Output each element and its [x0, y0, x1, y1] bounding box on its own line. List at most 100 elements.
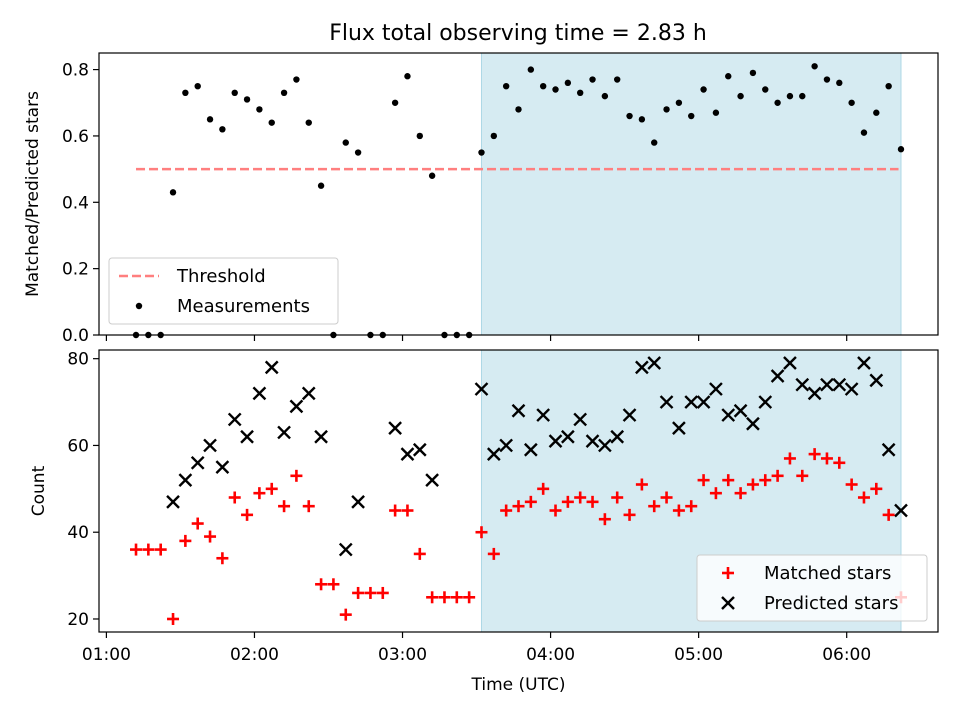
matched-star-marker: [327, 578, 340, 591]
matched-star-marker: [364, 586, 377, 599]
measurement-point: [478, 149, 485, 156]
matched-star-marker: [154, 543, 167, 556]
predicted-star-marker: [881, 442, 896, 457]
predicted-star-marker: [647, 356, 662, 370]
x-axis-label: Time (UTC): [471, 675, 566, 695]
y-tick-label: 0.4: [62, 193, 89, 213]
y-tick-label: 0.2: [62, 260, 89, 280]
predicted-star-marker: [783, 356, 797, 370]
measurement-point: [194, 82, 201, 90]
predicted-star-marker: [190, 455, 205, 470]
predicted-star-marker: [301, 386, 316, 401]
bottom-legend: Matched stars Predicted stars: [696, 554, 928, 622]
measurement-point: [391, 99, 399, 106]
measurement-point: [182, 89, 189, 97]
matched-star-marker: [500, 504, 513, 517]
matched-star-marker: [771, 469, 784, 482]
matched-star-marker: [426, 591, 439, 604]
y-tick-label: 0.8: [62, 61, 89, 81]
predicted-star-marker: [672, 421, 686, 435]
matched-star-marker: [537, 482, 550, 495]
y-tick-label: 60: [67, 436, 89, 456]
matched-star-marker: [376, 586, 389, 599]
predicted-star-marker: [277, 425, 291, 440]
matched-star-marker: [574, 491, 587, 504]
predicted-star-marker: [561, 429, 575, 444]
matched-star-marker: [734, 487, 747, 500]
matched-star-marker: [598, 513, 611, 526]
legend-matched-swatch: [722, 567, 734, 579]
matched-star-marker: [722, 474, 735, 487]
measurement-points: [132, 63, 905, 339]
predicted-star-marker: [573, 412, 588, 427]
measurement-point: [811, 63, 818, 70]
predicted-star-marker: [400, 447, 415, 461]
matched-star-marker: [475, 526, 488, 539]
predicted-star-marker: [659, 395, 674, 409]
matched-star-marker: [278, 500, 291, 513]
predicted-star-marker: [585, 434, 600, 448]
y-tick-label: 80: [67, 350, 89, 370]
matched-star-marker: [463, 591, 476, 604]
predicted-star-marker: [511, 403, 526, 418]
matched-star-marker: [549, 504, 562, 517]
matched-star-marker: [660, 491, 673, 504]
predicted-star-marker: [894, 503, 908, 518]
matched-star-marker: [450, 591, 463, 604]
measurement-point: [305, 119, 312, 126]
matched-star-marker: [796, 469, 809, 482]
measurement-point: [897, 146, 905, 153]
matched-star-marker: [401, 504, 414, 517]
measurement-point: [317, 182, 325, 189]
measurement-point: [243, 96, 251, 103]
matched-star-marker: [290, 469, 303, 482]
predicted-star-marker: [227, 412, 242, 427]
bottom-axes-frame: [98, 349, 939, 633]
predicted-star-marker: [696, 395, 711, 409]
measurement-point: [206, 116, 214, 123]
matched-star-marker: [167, 612, 180, 625]
measurement-point: [293, 76, 300, 83]
predicted-star-marker: [733, 403, 748, 418]
top-legend-box: [108, 257, 339, 325]
measurement-point: [700, 86, 707, 93]
x-tick-label: 06:00: [822, 645, 871, 665]
matched-star-marker: [783, 452, 796, 465]
matched-star-marker: [746, 478, 759, 491]
matched-star-marker: [315, 578, 328, 591]
predicted-star-marker: [166, 494, 180, 509]
measurement-point: [774, 99, 781, 106]
figure-title: Flux total observing time = 2.83 h: [329, 21, 707, 46]
y-tick-label: 0.6: [62, 127, 89, 147]
measurement-point: [601, 92, 609, 100]
measurement-point: [527, 66, 535, 73]
x-axis: 01:00 02:00 03:00 04:00 05:00 06:00: [82, 632, 871, 665]
measurement-point: [219, 126, 226, 133]
predicted-star-marker: [264, 360, 279, 375]
measurement-point: [539, 82, 547, 90]
matched-star-marker: [870, 482, 883, 495]
bottom-legend-box: [696, 554, 928, 622]
legend-matched-label: Matched stars: [764, 563, 891, 584]
measurement-point: [354, 149, 362, 156]
matched-star-marker: [179, 534, 192, 547]
legend-measurements-label: Measurements: [177, 296, 310, 317]
x-tick-label: 05:00: [674, 645, 723, 665]
predicted-star-marker: [746, 416, 760, 431]
measurement-point: [860, 129, 868, 136]
legend-threshold-label: Threshold: [176, 266, 266, 287]
predicted-star-marker: [252, 386, 267, 401]
measurement-point: [762, 86, 769, 93]
predicted-star-marker: [178, 473, 193, 488]
predicted-star-marker: [388, 421, 402, 435]
top-x-ticks: [105, 335, 848, 341]
measurement-point: [823, 76, 831, 83]
matched-star-marker: [611, 491, 624, 504]
measurement-point: [688, 112, 695, 120]
matched-star-markers: [130, 448, 907, 625]
y-tick-label: 20: [67, 610, 89, 630]
predicted-star-marker: [314, 429, 328, 444]
measurement-point: [280, 89, 288, 97]
measurement-point: [749, 69, 757, 77]
